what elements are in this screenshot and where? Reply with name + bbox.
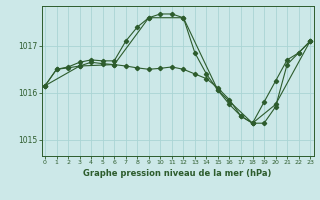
X-axis label: Graphe pression niveau de la mer (hPa): Graphe pression niveau de la mer (hPa) [84, 169, 272, 178]
